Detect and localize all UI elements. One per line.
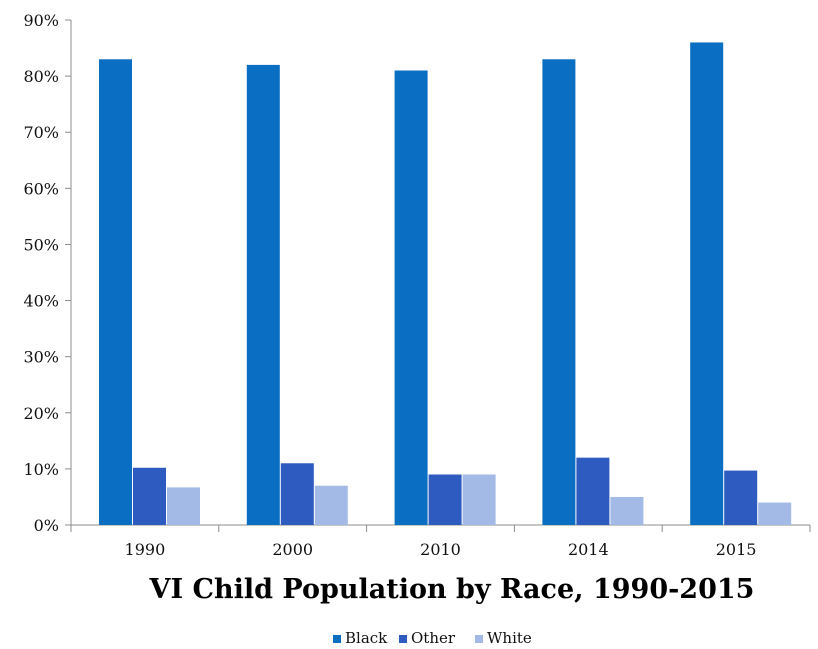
bar-black-2015 bbox=[690, 42, 724, 525]
legend-swatch-other bbox=[399, 635, 407, 643]
bar-other-2014 bbox=[576, 457, 610, 525]
x-axis-labels: 1990 2000 2010 2014 2015 bbox=[125, 540, 757, 559]
bar-other-2000 bbox=[280, 463, 314, 525]
y-tick-label: 30% bbox=[23, 348, 59, 367]
chart-legend: Black Other White bbox=[333, 629, 532, 647]
y-tick-label: 80% bbox=[23, 67, 59, 86]
bar-black-2014 bbox=[542, 59, 576, 526]
bar-other-2010 bbox=[428, 474, 462, 525]
y-tick-label: 0% bbox=[34, 516, 59, 535]
bar-white-2015 bbox=[758, 502, 792, 525]
bar-other-2015 bbox=[724, 470, 758, 525]
chart-title: VI Child Population by Race, 1990-2015 bbox=[149, 574, 755, 605]
x-tick-label: 1990 bbox=[125, 540, 166, 559]
y-axis-labels: 0% 10% 20% 30% 40% 50% 60% 70% 80% 90% bbox=[23, 11, 59, 535]
y-tick-label: 20% bbox=[23, 404, 59, 423]
y-tick-label: 60% bbox=[23, 179, 59, 198]
bar-black-2000 bbox=[246, 64, 280, 525]
legend-label-black: Black bbox=[345, 629, 388, 647]
x-tick-label: 2014 bbox=[568, 540, 609, 559]
bar-marks bbox=[99, 42, 792, 526]
bar-black-2010 bbox=[394, 70, 428, 525]
bar-white-2014 bbox=[610, 496, 644, 525]
legend-swatch-white bbox=[475, 635, 483, 643]
y-tick-label: 10% bbox=[23, 460, 59, 479]
y-tick-label: 70% bbox=[23, 123, 59, 142]
x-tick-label: 2000 bbox=[272, 540, 313, 559]
x-tick-label: 2015 bbox=[716, 540, 757, 559]
bar-black-1990 bbox=[99, 59, 132, 526]
bar-other-1990 bbox=[133, 467, 166, 525]
bar-white-2000 bbox=[314, 485, 348, 525]
y-tick-label: 40% bbox=[23, 292, 59, 311]
y-tick-label: 90% bbox=[23, 11, 59, 30]
legend-label-white: White bbox=[487, 629, 532, 647]
bar-white-2010 bbox=[462, 474, 496, 525]
legend-label-other: Other bbox=[411, 629, 456, 647]
x-tick-label: 2010 bbox=[420, 540, 461, 559]
legend-swatch-black bbox=[333, 635, 341, 643]
bar-white-1990 bbox=[167, 487, 200, 525]
y-tick-label: 50% bbox=[23, 235, 59, 254]
